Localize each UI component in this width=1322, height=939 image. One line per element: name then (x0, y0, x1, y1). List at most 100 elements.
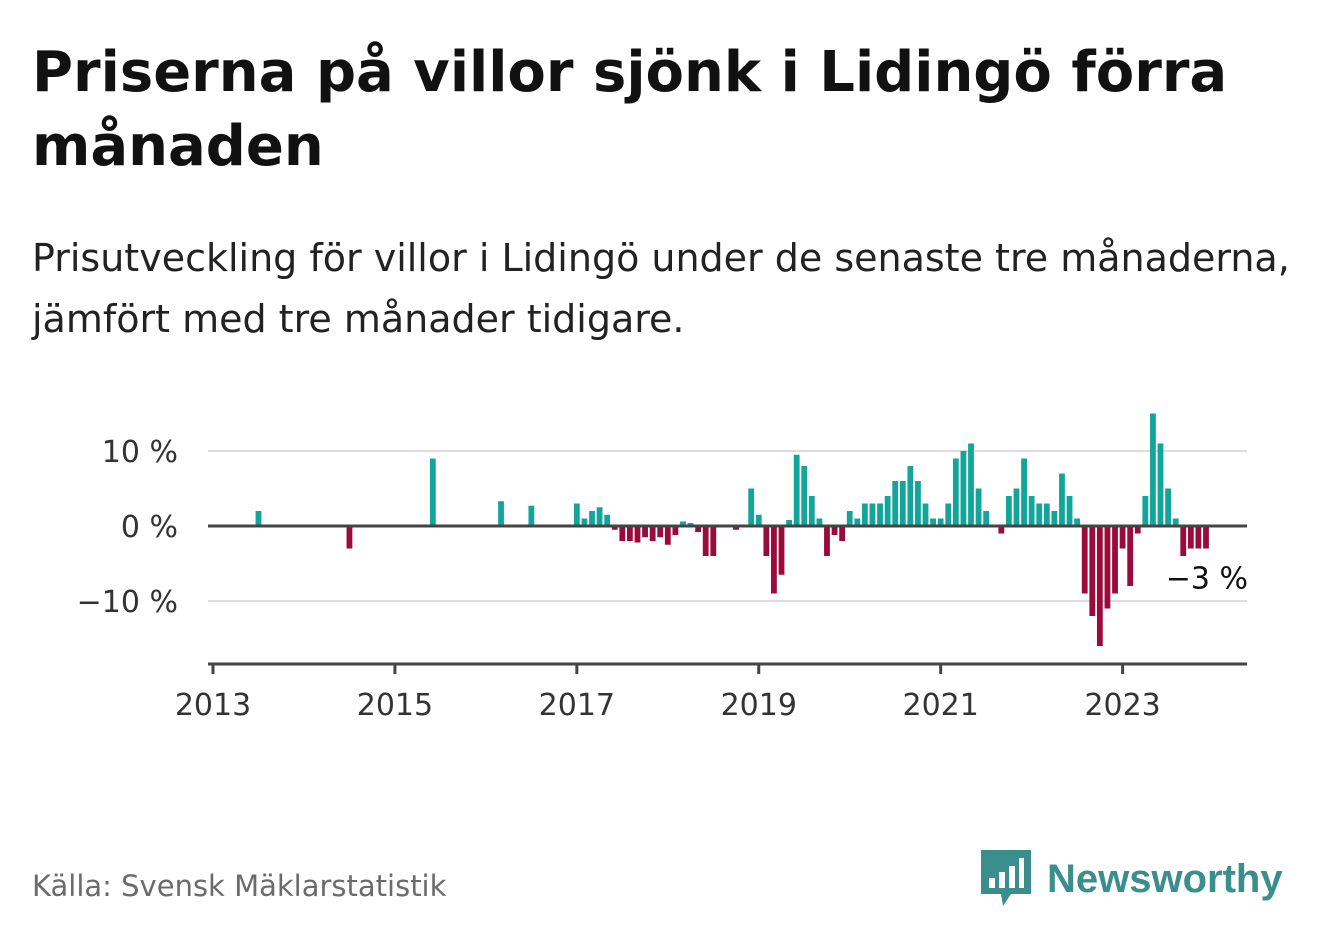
bar (922, 503, 929, 526)
y-axis-ticks: 10 % 0 % −10 % (77, 435, 178, 620)
bar (1074, 518, 1081, 526)
bar (839, 526, 846, 541)
x-tick-label: 2023 (1084, 688, 1160, 723)
bar (702, 526, 709, 556)
x-tick-label: 2021 (903, 688, 979, 723)
bar (634, 526, 641, 543)
gridlines (208, 450, 1247, 602)
bar (892, 481, 899, 526)
bar-chart-speech-icon (981, 850, 1031, 906)
bar (1112, 526, 1118, 594)
bar (778, 526, 785, 575)
bar (854, 518, 861, 526)
bar (1180, 526, 1187, 556)
bar (1142, 496, 1149, 526)
y-tick-label: 0 % (121, 510, 178, 545)
bar (1059, 473, 1065, 526)
bar (346, 526, 353, 549)
bar (1028, 496, 1035, 526)
bar (816, 518, 823, 526)
bar (657, 526, 664, 538)
y-tick-label: −10 % (77, 585, 178, 620)
bar (771, 526, 777, 594)
bar (619, 526, 626, 541)
bar (1006, 496, 1012, 526)
bar (1195, 526, 1202, 549)
bar (589, 511, 595, 526)
bar (1036, 503, 1043, 526)
bar (975, 488, 982, 526)
bar (528, 505, 535, 526)
bar (998, 526, 1005, 534)
bar (808, 496, 815, 526)
bar (1127, 526, 1134, 586)
bar (1150, 413, 1156, 526)
bar (611, 526, 618, 530)
bar (861, 503, 868, 526)
bar (877, 503, 883, 526)
x-tick-label: 2015 (357, 688, 433, 723)
bar (1021, 458, 1027, 526)
bar (748, 488, 755, 526)
bar (695, 526, 702, 532)
bar (596, 507, 603, 526)
bar (884, 496, 891, 526)
bar (672, 526, 679, 535)
bar (1172, 518, 1179, 526)
x-tick-label: 2019 (721, 688, 797, 723)
bar (960, 451, 967, 526)
bar (831, 526, 838, 535)
source-note: Källa: Svensk Mäklarstatistik (32, 869, 447, 903)
bar (1051, 511, 1058, 526)
y-tick-label: 10 % (102, 435, 178, 470)
bar (664, 526, 671, 545)
bar (1096, 526, 1103, 646)
bar (581, 518, 588, 526)
x-tick-label: 2017 (539, 688, 615, 723)
bar (1187, 526, 1194, 549)
bar (793, 454, 800, 526)
bar (869, 503, 876, 526)
bar (1165, 488, 1171, 526)
bar (733, 526, 739, 530)
x-tick-label: 2013 (175, 688, 251, 723)
bar (1089, 526, 1096, 616)
bar (680, 521, 686, 526)
bar (899, 481, 906, 526)
bar (1066, 496, 1073, 526)
logo-text: Newsworthy (1047, 856, 1283, 901)
bar (915, 481, 921, 526)
bar (1134, 526, 1141, 534)
chart-subtitle: Prisutveckling för villor i Lidingö unde… (32, 236, 1290, 341)
bar (1081, 526, 1088, 594)
bar (907, 466, 914, 526)
bar (824, 526, 830, 556)
bar (952, 458, 959, 526)
x-axis-ticks: 2013 2015 2017 2019 2021 2023 (175, 664, 1161, 723)
bar-chart: 10 % 0 % −10 % 2013 2015 2017 2019 2021 2023 −3… (77, 413, 1248, 723)
bar (1119, 526, 1126, 549)
bar (937, 518, 944, 526)
bar (498, 501, 504, 526)
bar (786, 520, 792, 526)
newsworthy-logo: Newsworthy (981, 850, 1283, 908)
bar (1203, 526, 1209, 549)
bar (846, 511, 853, 526)
bar (1157, 443, 1164, 526)
bar (627, 526, 633, 541)
last-value-annotation: −3 % (1166, 562, 1248, 597)
bar (710, 526, 717, 556)
bar (1043, 503, 1050, 526)
chart-title: Priserna på villor sjönk i Lidingö förra… (32, 40, 1228, 179)
bar (755, 514, 762, 526)
bar (573, 503, 580, 526)
bar (930, 518, 936, 526)
bar (1104, 526, 1111, 609)
bar (1013, 488, 1020, 526)
bar (945, 503, 952, 526)
bar (801, 466, 808, 526)
bar (649, 526, 656, 541)
bar (642, 526, 648, 538)
bar (983, 511, 990, 526)
bar (604, 514, 611, 526)
